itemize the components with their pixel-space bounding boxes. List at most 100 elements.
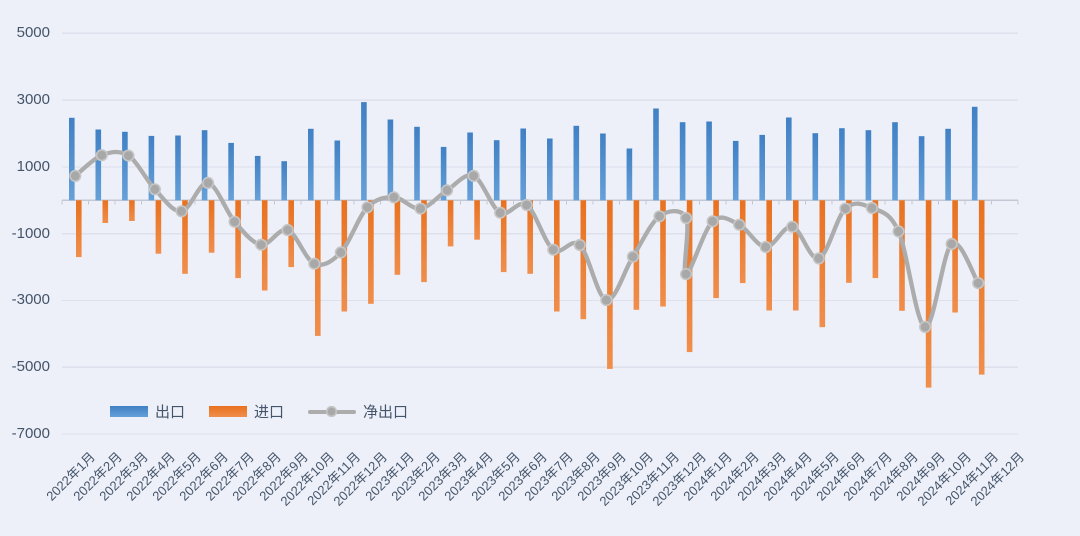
export-bar xyxy=(281,161,287,201)
export-bar xyxy=(971,106,978,201)
legend-export-label: 出口 xyxy=(155,403,186,421)
import-bar xyxy=(527,200,533,274)
gridlines xyxy=(61,32,1019,435)
y-tick-label: 3000 xyxy=(16,91,50,109)
net-marker xyxy=(892,225,905,238)
net-marker xyxy=(945,237,958,251)
net-marker xyxy=(69,169,82,182)
export-bar xyxy=(148,135,155,201)
export-bar xyxy=(600,133,606,201)
net-marker xyxy=(175,205,188,218)
import-swatch-icon xyxy=(209,405,248,417)
net-marker xyxy=(228,215,241,228)
export-bar xyxy=(706,121,712,201)
y-tick-label: -1000 xyxy=(11,224,50,242)
export-bar xyxy=(626,148,633,201)
net-marker xyxy=(812,252,825,265)
net-marker xyxy=(95,149,108,162)
export-bar xyxy=(440,146,447,201)
net-marker xyxy=(387,191,401,204)
export-bar xyxy=(467,132,473,201)
export-bar xyxy=(387,119,394,201)
export-bar xyxy=(520,128,526,201)
import-bar xyxy=(368,200,374,304)
import-bar xyxy=(819,200,826,328)
import-bar xyxy=(660,200,666,307)
legend-net-label: 净出口 xyxy=(363,403,409,421)
export-bar xyxy=(122,131,128,201)
export-bar xyxy=(493,140,500,201)
export-bar xyxy=(892,122,898,201)
import-bar xyxy=(607,200,613,369)
import-bar xyxy=(952,200,958,313)
import-bar xyxy=(766,200,772,311)
export-bar xyxy=(945,128,951,201)
net-marker xyxy=(520,198,533,212)
export-bar xyxy=(839,128,845,201)
export-bar xyxy=(759,134,765,201)
net-marker xyxy=(202,176,215,189)
export-bar xyxy=(653,108,659,201)
import-bar xyxy=(235,200,241,279)
export-bar xyxy=(865,130,872,201)
import-bar xyxy=(394,200,401,275)
export-bar xyxy=(547,138,553,201)
net-marker xyxy=(839,202,852,215)
net-marker xyxy=(573,238,586,252)
import-bar xyxy=(76,200,82,258)
import-bar xyxy=(580,200,587,320)
export-bar xyxy=(69,117,75,201)
net-marker xyxy=(759,240,772,254)
import-bar xyxy=(155,200,162,254)
import-bar xyxy=(421,200,427,283)
legend-import-label: 进口 xyxy=(254,403,285,421)
import-bar xyxy=(102,200,109,223)
import-bar xyxy=(846,200,852,283)
y-tick-label: -7000 xyxy=(11,425,50,443)
net-marker xyxy=(733,218,746,231)
export-bar xyxy=(812,133,819,201)
import-bar xyxy=(474,200,480,240)
net-marker xyxy=(626,250,640,263)
import-bar xyxy=(925,200,932,388)
legend-item-export: 出口 xyxy=(110,401,185,422)
export-bar xyxy=(679,122,686,201)
export-bar xyxy=(786,117,792,201)
net-marker xyxy=(600,294,613,307)
net-marker xyxy=(148,183,161,196)
export-bar xyxy=(308,128,314,201)
net-marker xyxy=(467,169,480,182)
export-bar xyxy=(334,140,341,201)
import-bar xyxy=(872,200,879,279)
export-bar xyxy=(254,155,261,201)
export-bar xyxy=(201,130,208,201)
net-marker xyxy=(786,220,799,233)
bar-series xyxy=(69,102,985,388)
legend: 出口 进口 净出口 xyxy=(110,400,408,422)
import-bar xyxy=(899,200,905,311)
export-bar xyxy=(175,135,181,201)
y-tick-label: -5000 xyxy=(11,358,50,376)
net-marker xyxy=(865,201,879,215)
net-marker xyxy=(308,257,321,270)
import-bar xyxy=(554,200,560,312)
net-marker xyxy=(653,210,666,223)
net-marker xyxy=(122,149,135,162)
export-bar xyxy=(95,129,102,201)
net-marker xyxy=(441,184,454,197)
net-line-series xyxy=(69,149,985,334)
export-bar xyxy=(414,126,420,201)
net-marker xyxy=(414,202,427,215)
export-swatch-icon xyxy=(110,405,148,417)
net-marker xyxy=(918,320,932,334)
net-marker xyxy=(494,206,507,219)
import-bar xyxy=(129,200,135,221)
import-bar xyxy=(739,200,746,284)
net-marker xyxy=(547,243,560,256)
legend-item-import: 进口 xyxy=(209,401,284,422)
export-bar xyxy=(918,136,925,201)
y-tick-label: 1000 xyxy=(16,157,50,175)
y-tick-label: 5000 xyxy=(16,24,50,42)
